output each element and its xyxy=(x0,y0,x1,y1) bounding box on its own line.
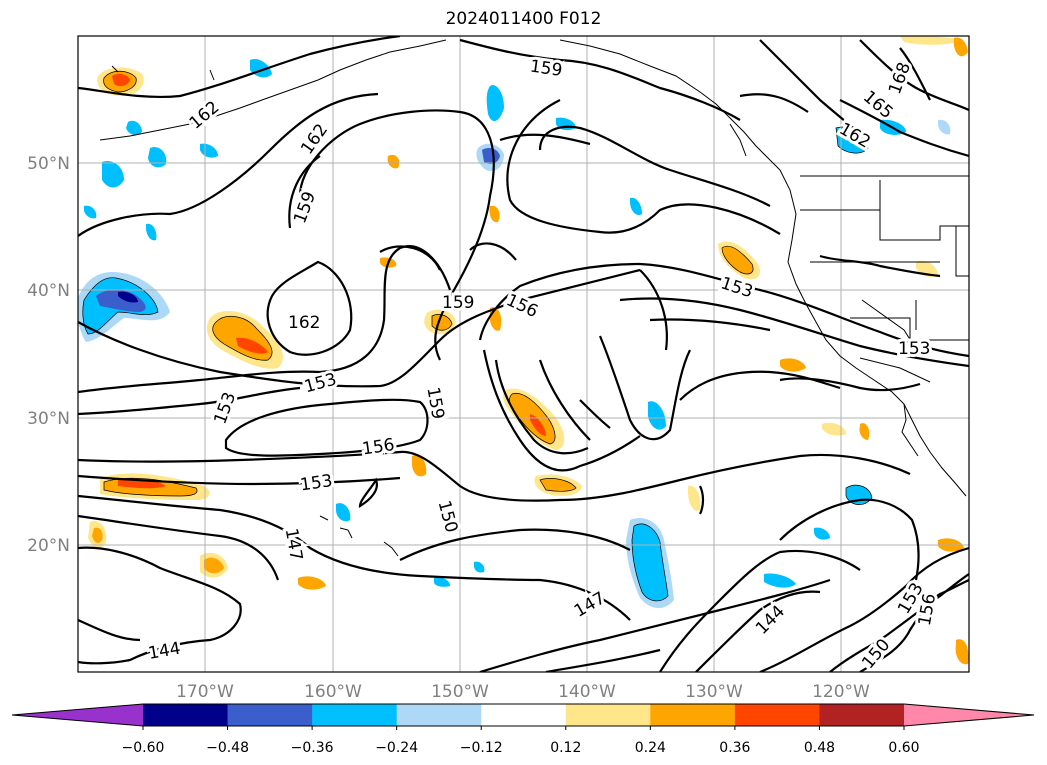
colorbar-segment xyxy=(819,704,905,726)
colorbar-segment xyxy=(481,704,567,726)
colorbar-tick-label: −0.12 xyxy=(460,740,503,756)
lat-label: 20°N xyxy=(27,536,70,556)
lon-label: 130°W xyxy=(685,682,743,702)
contour-label: 153 xyxy=(898,339,930,359)
colorbar-tick-label: −0.48 xyxy=(206,740,249,756)
lat-label: 30°N xyxy=(27,409,70,429)
map-panel: 162 162 159 159 168 165 162 159 156 162 … xyxy=(78,36,969,672)
colorbar-segment xyxy=(227,704,313,726)
colorbar-segment xyxy=(396,704,482,726)
lon-label: 170°W xyxy=(176,682,234,702)
lon-label: 150°W xyxy=(431,682,489,702)
colorbar-segment xyxy=(143,704,229,726)
colorbar-segment xyxy=(650,704,736,726)
lat-label: 40°N xyxy=(27,281,70,301)
colorbar-segment xyxy=(734,704,820,726)
colorbar-tick-label: 0.60 xyxy=(888,740,919,756)
latitude-labels: 50°N 40°N 30°N 20°N xyxy=(27,154,70,556)
lon-label: 160°W xyxy=(304,682,362,702)
colorbar-tick-label: −0.36 xyxy=(291,740,334,756)
map-title: 2024011400 F012 xyxy=(445,9,602,29)
longitude-labels: 170°W 160°W 150°W 140°W 130°W 120°W xyxy=(176,682,870,702)
map-frame xyxy=(77,35,970,673)
colorbar-extend-high xyxy=(904,704,1034,726)
colorbar-tick-label: 0.24 xyxy=(635,740,666,756)
height-contours xyxy=(78,36,969,672)
gridlines xyxy=(78,36,969,672)
colorbar-tick-label: 0.36 xyxy=(719,740,750,756)
colorbar: −0.60 −0.48 −0.36 −0.24 −0.12 0.12 0.24 0.36 0.4… xyxy=(11,703,1035,756)
lon-label: 120°W xyxy=(812,682,870,702)
shading-outlines xyxy=(82,70,873,602)
lat-label: 50°N xyxy=(27,154,70,174)
colorbar-segment xyxy=(565,704,651,726)
coastlines xyxy=(99,39,969,557)
colorbar-tick-label: 0.48 xyxy=(804,740,835,756)
lon-label: 140°W xyxy=(558,682,616,702)
contour-label: 159 xyxy=(442,293,474,313)
colorbar-segment xyxy=(312,704,398,726)
contour-label: 162 xyxy=(288,313,320,333)
colorbar-tick-label: −0.60 xyxy=(122,740,165,756)
colorbar-tick-label: 0.12 xyxy=(550,740,581,756)
colorbar-tick-label: −0.24 xyxy=(375,740,418,756)
colorbar-extend-low xyxy=(12,704,143,726)
